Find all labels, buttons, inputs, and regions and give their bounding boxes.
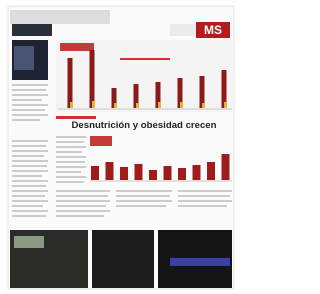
photo-highlight (14, 236, 44, 248)
headline: Desnutrición y obesidad crecen (71, 120, 216, 131)
section-label: MS (204, 23, 222, 37)
bar (178, 168, 186, 180)
bar (68, 58, 73, 108)
bar (90, 50, 95, 108)
bar (114, 103, 117, 108)
chart-note (120, 58, 170, 60)
bar (193, 165, 201, 180)
chart-tag (60, 43, 94, 51)
header-strip (10, 10, 110, 24)
bar (149, 170, 157, 180)
bar (70, 102, 73, 108)
bar (136, 103, 139, 108)
bar (207, 162, 215, 180)
bottom-photo-middle (92, 230, 154, 288)
bar (164, 166, 172, 180)
bar (224, 102, 227, 108)
bar (106, 162, 114, 180)
bar (202, 103, 205, 108)
header-photo (12, 24, 52, 36)
blue-light (170, 258, 230, 266)
bar (180, 102, 183, 108)
kicker (56, 116, 96, 119)
bar (91, 166, 99, 180)
callout (90, 136, 112, 146)
bar (120, 167, 128, 180)
left-photo-figure (14, 46, 34, 70)
bar (135, 164, 143, 180)
bar (92, 101, 95, 108)
newspaper-page: MS Desnutrición y obesidad crecen (0, 0, 241, 294)
bar (222, 154, 230, 180)
bar (158, 102, 161, 108)
